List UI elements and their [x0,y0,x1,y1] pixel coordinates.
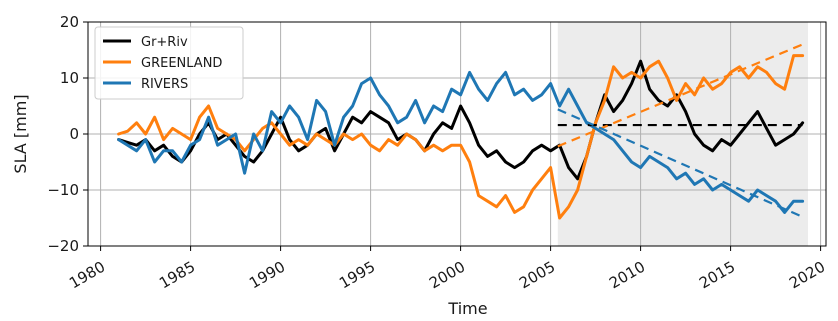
trend-lines-layer [557,43,804,218]
x-tick-label: 1985 [156,258,198,293]
y-tick-label: 20 [60,13,79,31]
x-tick-label: 1990 [246,258,288,293]
y-axis-label: SLA [mm] [11,94,30,173]
x-tick-label: 2000 [426,258,468,293]
series-layer [117,54,805,220]
legend-box [94,26,244,100]
x-tick-label: 2020 [786,258,828,293]
x-tick-label: 2010 [606,258,648,293]
series-line-rivers [117,70,805,214]
legend-label: RIVERS [141,77,188,92]
y-tick-label: 0 [69,125,79,143]
y-tick-label: 10 [60,69,79,87]
y-tick-label: −20 [47,237,79,255]
legend-label: GREENLAND [141,56,222,71]
x-tick-label: 1995 [336,258,378,293]
series-line-gr-riv [117,59,805,181]
y-tick-label: −10 [47,181,79,199]
legend-label: Gr+Riv [141,35,188,50]
legend: Gr+Riv GREENLAND RIVERS [94,26,244,100]
x-tick-label: 2015 [696,258,738,293]
x-tick-label: 2005 [516,258,558,293]
x-axis-label: Time [447,299,487,318]
series-line-greenland [117,54,805,220]
x-tick-label: 1980 [66,258,108,293]
